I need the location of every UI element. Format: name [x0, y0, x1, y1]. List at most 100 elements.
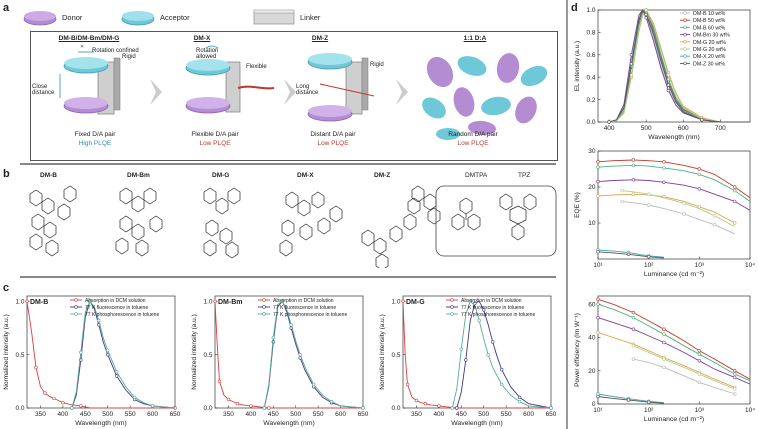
series-marker: [52, 396, 56, 401]
y-axis-label: Normalized intensity (a.u.): [191, 314, 198, 390]
x-tick-label: 600: [335, 411, 346, 418]
group-title-random: 1:1 D:A: [463, 35, 487, 42]
x-axis-label: Wavelength (nm): [263, 420, 315, 427]
series-marker: [414, 398, 419, 403]
pair-label-flexible: Flexible D/A pair: [191, 131, 239, 138]
series-marker: [620, 199, 624, 204]
x-tick-label: 550: [313, 411, 324, 418]
y-tick-label: 60: [588, 302, 596, 309]
series-marker: [631, 158, 636, 162]
series-marker: [596, 302, 600, 306]
series-marker: [733, 372, 737, 376]
y-tick-label: 20: [588, 184, 596, 191]
x-tick-label: 10¹: [593, 262, 603, 269]
series-marker: [662, 340, 666, 345]
y-tick-label: 30: [588, 148, 596, 155]
x-tick-label: 10³: [695, 262, 705, 269]
series-marker: [733, 185, 737, 189]
series-marker: [733, 375, 737, 380]
x-tick-label: 10²: [644, 262, 654, 269]
legend-label: 77 K phosphorescence in toluene: [273, 312, 347, 318]
x-tick-label: 550: [501, 411, 512, 418]
series-line: [451, 300, 552, 409]
series-marker: [712, 214, 717, 218]
series-marker: [662, 365, 666, 370]
x-tick-label: 10⁴: [745, 407, 755, 414]
series-marker: [596, 160, 600, 164]
series-marker: [631, 344, 636, 348]
note-rigid-1: Rigid: [122, 54, 136, 60]
x-axis-label: Luminance (cd m⁻²): [644, 416, 704, 423]
series-marker: [662, 357, 666, 361]
series-marker: [464, 358, 468, 362]
legend-marker: [74, 305, 78, 309]
series-marker: [267, 406, 271, 410]
series-marker: [682, 212, 686, 216]
series-marker: [79, 404, 83, 408]
series-line: [633, 358, 735, 395]
chart-title: DM-B: [30, 299, 48, 306]
svg-text:✕: ✕: [80, 44, 84, 50]
legend-marker: [262, 298, 266, 302]
panel-d-letter: d: [571, 2, 578, 14]
group-title-distant: DM-Z: [311, 35, 329, 42]
series-marker: [34, 365, 38, 370]
x-tick-label: 500: [102, 411, 113, 418]
series-marker: [697, 172, 702, 177]
x-axis-label: Wavelength (nm): [75, 420, 127, 427]
series-marker: [631, 163, 636, 168]
x-tick-label: 400: [57, 411, 68, 418]
panel-a-letter: a: [3, 2, 10, 14]
series-marker: [114, 369, 119, 374]
series-marker: [697, 380, 702, 385]
panel-a-frame: [30, 31, 558, 161]
y-tick-label: 0.6: [586, 52, 595, 59]
note-rotation-confined: Rotation confined: [92, 48, 139, 54]
series-marker: [666, 88, 671, 93]
series-marker: [697, 187, 702, 191]
plqe-label-random: Low PLQE: [457, 140, 489, 147]
y-tick-label: 0.0: [15, 405, 24, 412]
series-line: [609, 9, 750, 123]
series-line: [456, 300, 552, 409]
y-tick-label: 1.0: [586, 7, 595, 14]
chart-title: DM-G: [406, 299, 425, 306]
mol-label-dmg: DM-G: [212, 172, 230, 179]
series-line: [263, 300, 364, 409]
legend-marker: [683, 54, 687, 58]
series-marker: [450, 406, 455, 410]
legend-marker: [683, 47, 687, 51]
series-marker: [596, 165, 600, 169]
series-marker: [517, 399, 522, 404]
legend-label: DM-X 20 wt%: [693, 54, 726, 60]
series-marker: [662, 160, 666, 164]
chart-dmbm-spectra: 350 400 450 500 550 600 650 0.0 0.5 1.0 Wavelength…: [191, 295, 369, 427]
series-marker: [626, 252, 631, 257]
series-line: [597, 298, 751, 380]
series-marker: [517, 395, 522, 400]
y-tick-label: 1.0: [203, 299, 212, 306]
series-marker: [733, 188, 737, 193]
series-marker: [666, 83, 671, 87]
series-marker: [629, 62, 634, 66]
series-marker: [271, 335, 276, 340]
plot-frame: [597, 295, 751, 405]
x-tick-label: 650: [358, 411, 369, 418]
arrow-2-icon: [284, 79, 296, 105]
legend-label: 77 K phosphorescence in toluene: [85, 312, 159, 318]
y-tick-label: 0.5: [391, 352, 400, 359]
series-marker: [596, 194, 600, 198]
legend-label: DM-Z 30 wt%: [693, 61, 725, 67]
x-tick-label: 550: [125, 411, 136, 418]
series-marker: [262, 406, 267, 410]
separator-ab: [20, 163, 556, 165]
series-marker: [733, 369, 737, 373]
series-marker: [607, 120, 611, 124]
x-tick-label: 450: [268, 411, 279, 418]
note-flexible: Flexible: [246, 64, 267, 70]
panel-b-letter: b: [3, 168, 10, 180]
distant-pair-graphic: [307, 53, 375, 122]
legend-marker: [262, 305, 266, 309]
series-marker: [596, 297, 600, 302]
series-marker: [97, 318, 101, 323]
